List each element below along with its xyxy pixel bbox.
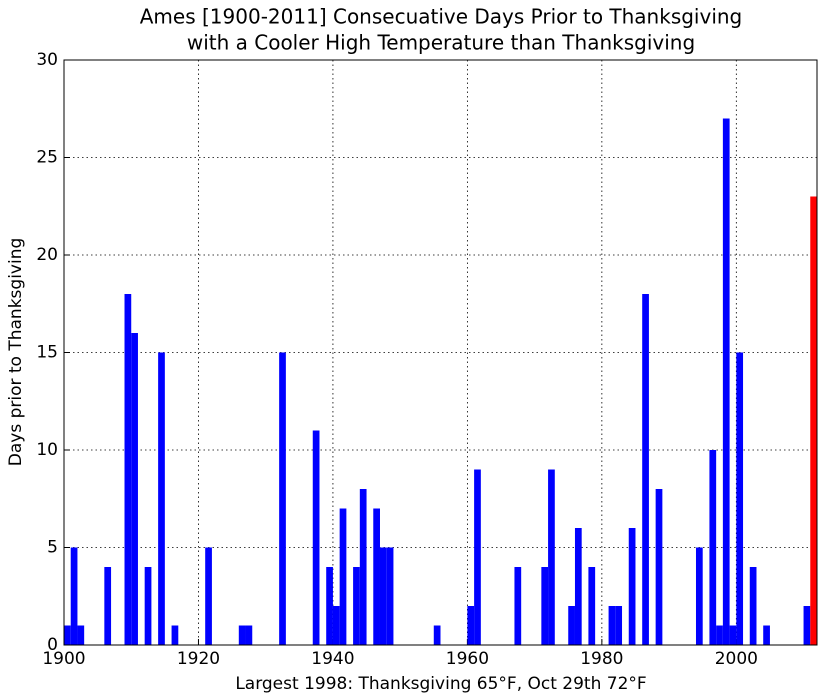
bar — [608, 606, 616, 645]
x-tick-label: 1900 — [42, 649, 85, 669]
bar — [77, 625, 85, 645]
bar — [144, 567, 152, 645]
x-axis-label: Largest 1998: Thanksgiving 65°F, Oct 29t… — [235, 674, 646, 694]
bar — [574, 528, 582, 645]
chart-title: with a Cooler High Temperature than Than… — [187, 31, 695, 55]
bar — [716, 625, 723, 645]
bar — [332, 606, 340, 645]
bar — [339, 508, 347, 645]
bar — [736, 352, 744, 645]
bar — [104, 567, 112, 645]
bar — [695, 547, 703, 645]
bar — [803, 606, 811, 645]
y-tick-label: 0 — [47, 635, 58, 655]
bar — [379, 547, 387, 645]
y-axis-label: Days prior to Thanksgiving — [6, 238, 26, 467]
y-tick-label: 5 — [47, 538, 58, 558]
y-tick-label: 10 — [36, 440, 58, 460]
x-tick-label: 1960 — [446, 649, 489, 669]
bar — [763, 625, 770, 645]
bar — [615, 606, 623, 645]
x-tick-label: 1980 — [580, 649, 623, 669]
bar — [722, 118, 730, 645]
bar — [171, 625, 179, 645]
bar — [124, 294, 132, 645]
bar — [386, 547, 394, 645]
y-tick-label: 30 — [36, 50, 58, 70]
bar — [810, 196, 817, 645]
y-tick-label: 25 — [36, 148, 58, 168]
bar — [326, 567, 333, 645]
bar — [64, 625, 71, 645]
bar — [628, 528, 636, 645]
chart-title: Ames [1900-2011] Consecuative Days Prior… — [140, 5, 743, 29]
bar — [158, 352, 165, 645]
bar — [70, 547, 78, 645]
bar — [245, 625, 253, 645]
bar — [312, 430, 320, 645]
bar — [131, 333, 138, 645]
x-tick-label: 1920 — [177, 649, 220, 669]
bar — [655, 489, 663, 645]
bar — [729, 625, 737, 645]
bar — [709, 450, 717, 645]
bar — [238, 625, 246, 645]
y-tick-label: 20 — [36, 245, 58, 265]
bar — [548, 469, 555, 645]
bar — [588, 567, 596, 645]
bar — [433, 625, 441, 645]
bar — [749, 567, 757, 645]
bar — [568, 606, 575, 645]
bar — [541, 567, 549, 645]
bar — [373, 508, 380, 645]
bar — [467, 606, 475, 645]
bar — [514, 567, 522, 645]
bar — [642, 294, 649, 645]
y-tick-label: 15 — [36, 343, 58, 363]
bar — [359, 489, 367, 645]
x-tick-label: 1940 — [311, 649, 354, 669]
plot-frame — [63, 59, 818, 646]
bar — [279, 352, 286, 645]
bar — [205, 547, 212, 645]
bar — [474, 469, 481, 645]
bar — [353, 567, 360, 645]
x-tick-label: 2000 — [715, 649, 758, 669]
